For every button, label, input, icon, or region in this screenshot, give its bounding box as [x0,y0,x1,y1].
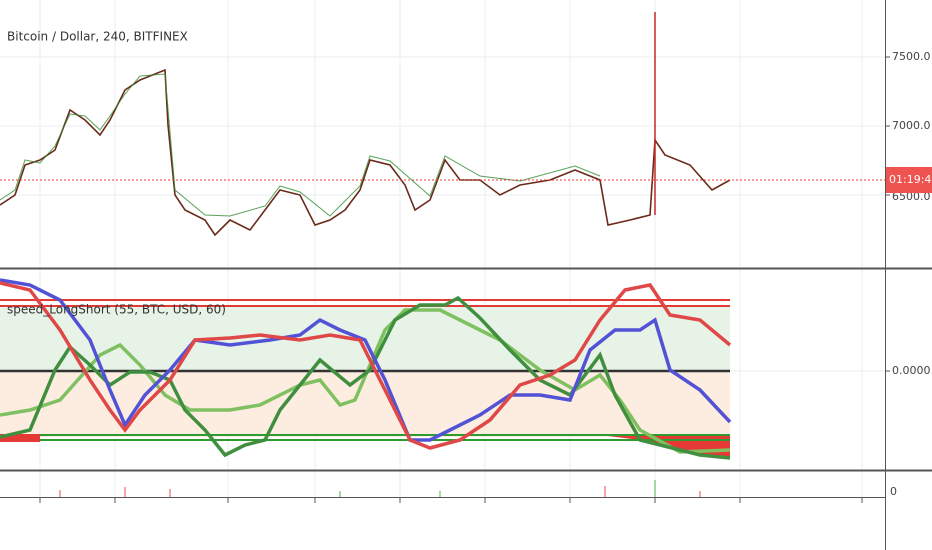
indicator-axis-label: 0.0000 [892,364,931,377]
volume-axis-label: 0 [890,485,897,498]
time-ticks [39,497,863,503]
countdown-badge [886,167,932,193]
green-series [0,295,731,460]
price-series-up [0,73,601,217]
price-label: 7500.0 [892,50,931,63]
price-label: 6500.0 [892,190,931,203]
price-series [0,68,731,237]
countdown: 01:19:40 [889,173,932,186]
volume-bars [59,480,701,497]
price-label: 7000.0 [892,119,931,132]
indicator-title: speed_LongShort (55, BTC, USD, 60) [7,303,226,317]
red-series [0,281,732,450]
oversold-fill [0,434,40,442]
symbol-title: Bitcoin / Dollar, 240, BITFINEX [7,30,188,44]
blue-series [0,278,732,442]
green-light-series [0,308,731,454]
